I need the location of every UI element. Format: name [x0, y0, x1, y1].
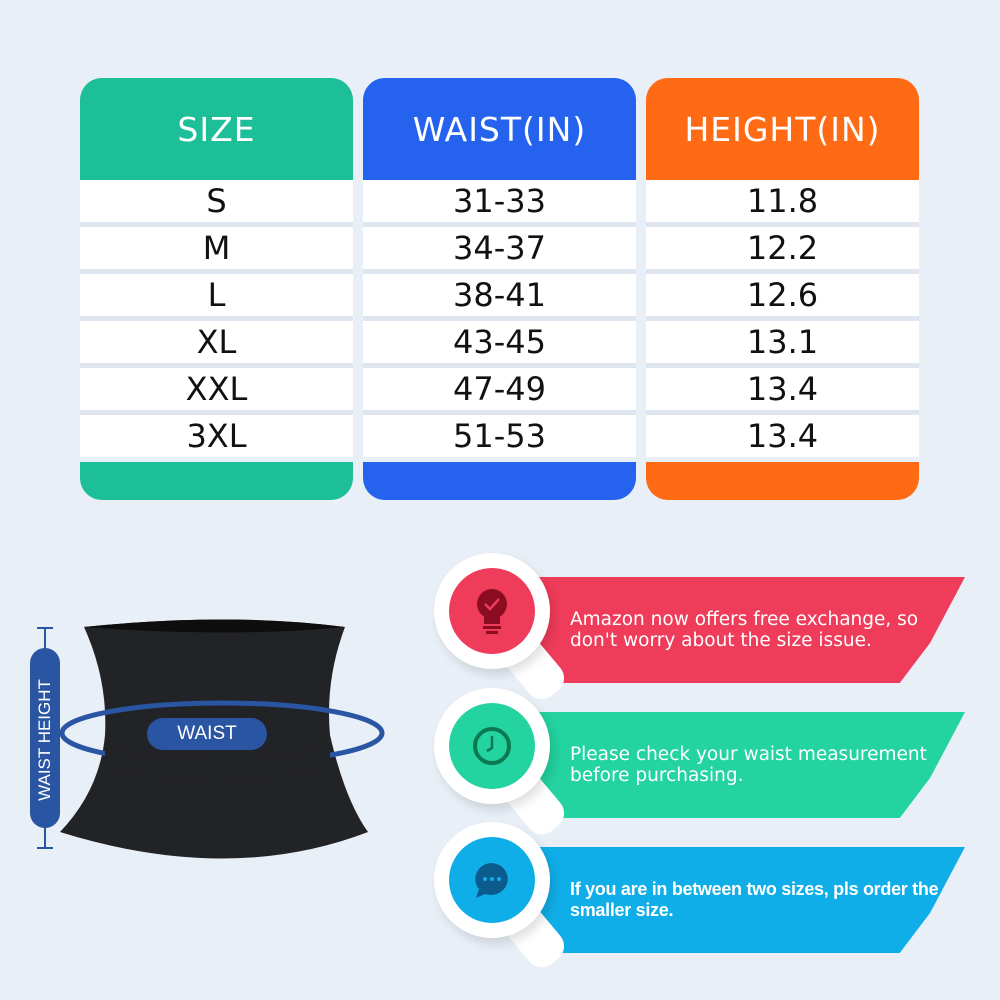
tip-card-measure: Please check your waist measurement befo… [530, 712, 965, 818]
waist-cell: 38-41 [363, 274, 636, 316]
waist-label: WAIST [177, 723, 237, 744]
waist-column: WAIST(IN) 31-33 34-37 38-41 43-45 47-49 … [363, 78, 636, 500]
height-cell: 13.4 [646, 368, 919, 410]
clock-icon [473, 727, 511, 765]
size-cell: L [80, 274, 353, 316]
lightbulb-check-icon [477, 589, 507, 634]
height-cell: 13.4 [646, 415, 919, 457]
tip-text: Amazon now offers free exchange, so don'… [570, 609, 919, 651]
lightbulb-badge [434, 553, 550, 669]
height-cell: 11.8 [646, 180, 919, 222]
waist-height-label: WAIST HEIGHT [35, 679, 54, 801]
tip-text: Please check your waist measurement befo… [570, 744, 927, 786]
height-cell: 12.6 [646, 274, 919, 316]
chat-badge [434, 822, 550, 938]
size-cell: S [80, 180, 353, 222]
waist-cell: 34-37 [363, 227, 636, 269]
size-header: SIZE [80, 78, 353, 180]
waist-cell: 31-33 [363, 180, 636, 222]
size-cell: XXL [80, 368, 353, 410]
height-cell: 12.2 [646, 227, 919, 269]
waist-trainer-illustration [30, 619, 385, 859]
waist-cell: 51-53 [363, 415, 636, 457]
waist-cell: 47-49 [363, 368, 636, 410]
height-header: HEIGHT(IN) [646, 78, 919, 180]
size-cell: XL [80, 321, 353, 363]
height-cell: 13.1 [646, 321, 919, 363]
size-cell: M [80, 227, 353, 269]
clock-badge [434, 688, 550, 804]
tip-card-exchange: Amazon now offers free exchange, so don'… [530, 577, 965, 683]
waist-header: WAIST(IN) [363, 78, 636, 180]
tip-text: If you are in between two sizes, pls ord… [570, 879, 939, 920]
size-column: SIZE S M L XL XXL 3XL [80, 78, 353, 500]
tip-card-size: If you are in between two sizes, pls ord… [530, 847, 965, 953]
waist-cell: 43-45 [363, 321, 636, 363]
height-column: HEIGHT(IN) 11.8 12.2 12.6 13.1 13.4 13.4 [646, 78, 919, 500]
size-cell: 3XL [80, 415, 353, 457]
chat-bubble-icon [475, 863, 508, 898]
